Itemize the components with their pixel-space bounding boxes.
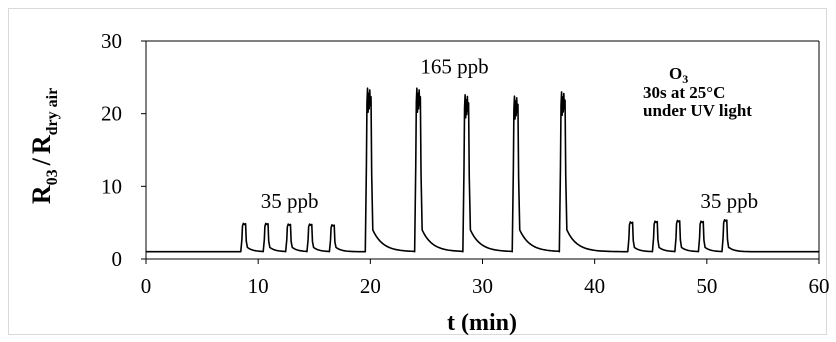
y-tick-label: 0 — [112, 247, 123, 271]
figure-border — [8, 8, 827, 335]
y-tick-label: 10 — [101, 174, 122, 198]
condition-line-uv: under UV light — [643, 101, 752, 120]
y-title-main-a: R — [27, 185, 56, 204]
x-tick-label: 40 — [584, 274, 605, 298]
svg-text:O3: O3 — [669, 64, 688, 86]
annotation-35ppb-right: 35 ppb — [700, 189, 758, 213]
svg-text:R03/Rdry air: R03/Rdry air — [27, 88, 61, 204]
y-tick-label: 20 — [101, 102, 122, 126]
y-title-sub-b: dry air — [44, 88, 61, 136]
condition-label-block: O3 30s at 25°C under UV light — [643, 64, 752, 120]
x-tick-label: 50 — [696, 274, 717, 298]
y-title-main-b: R — [27, 135, 56, 154]
x-ticks: 0 10 20 30 40 50 60 — [141, 259, 830, 298]
y-axis-title: R03/Rdry air — [27, 88, 61, 204]
plot-frame — [145, 40, 820, 260]
condition-gas-sub: 3 — [682, 72, 688, 86]
x-tick-label: 30 — [472, 274, 493, 298]
annotation-165ppb: 165 ppb — [420, 55, 488, 79]
y-tick-label: 30 — [101, 29, 122, 53]
x-tick-label: 10 — [248, 274, 269, 298]
series-line — [146, 87, 819, 253]
x-tick-label: 20 — [360, 274, 381, 298]
y-title-sub-a: 03 — [44, 169, 61, 185]
condition-line-duration: 30s at 25°C — [643, 83, 725, 102]
x-tick-label: 0 — [141, 274, 152, 298]
x-tick-label: 60 — [809, 274, 830, 298]
x-axis-title: t (min) — [447, 310, 517, 336]
y-title-separator: / — [27, 157, 56, 166]
y-ticks: 0 10 20 30 — [101, 29, 146, 271]
condition-gas-main: O — [669, 64, 682, 83]
annotation-35ppb-left: 35 ppb — [261, 189, 319, 213]
